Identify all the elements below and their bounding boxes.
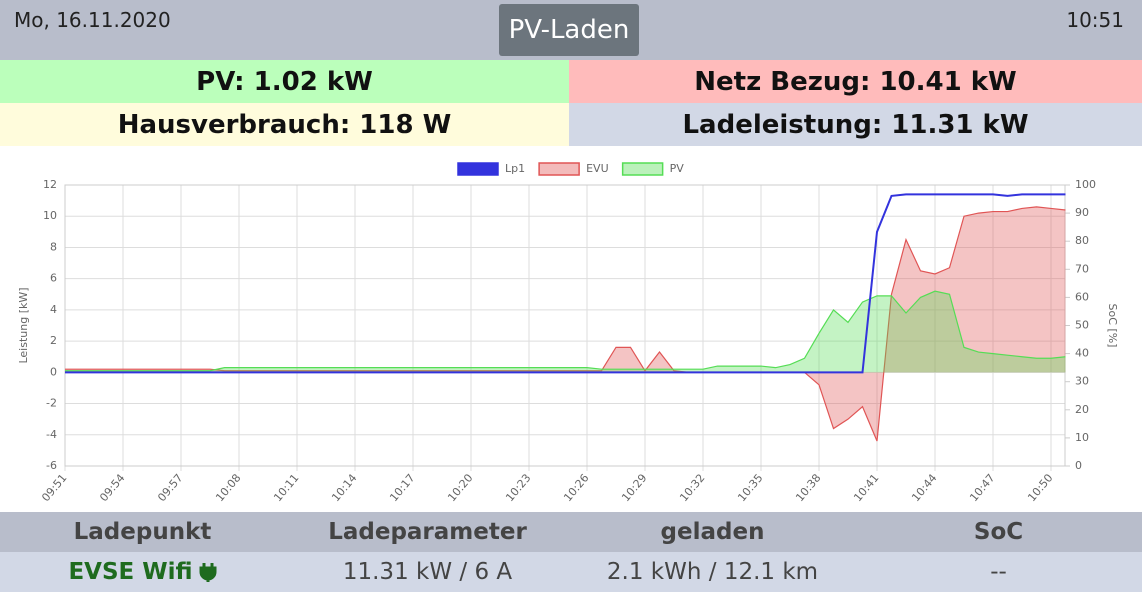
y2-tick-label: 10	[1075, 431, 1089, 444]
y2-tick-label: 60	[1075, 290, 1089, 303]
legend-label: PV	[670, 162, 685, 175]
chargepoint-name: EVSE Wifi	[68, 559, 193, 585]
y2-tick-label: 0	[1075, 459, 1082, 472]
y2-tick-label: 40	[1075, 347, 1089, 360]
y-tick-label: 4	[50, 303, 57, 316]
x-tick-label: 10:44	[909, 472, 939, 505]
time: 10:51	[1066, 8, 1124, 32]
x-tick-label: 10:23	[503, 472, 533, 505]
chart: -6 -4 -2 0 2 4 6 8 10 12 0 10 20 30 40 50 60 70 80 90 100 09:…	[17, 162, 1119, 505]
plot-border	[64, 184, 1066, 467]
y-axis-title: Leistung [kW]	[17, 287, 30, 363]
cell: --	[990, 559, 1007, 585]
x-tick-label: 10:47	[967, 472, 997, 505]
legend-swatch	[621, 162, 664, 176]
pv-power: PV: 1.02 kW	[0, 60, 569, 103]
x-tick-label: 10:29	[619, 472, 649, 505]
x-tick-label: 09:51	[39, 472, 69, 505]
y-tick-label: 0	[50, 365, 57, 378]
x-tick-label: 10:32	[677, 472, 707, 505]
cell: 2.1 kWh / 12.1 km	[606, 559, 819, 585]
house-power: Hausverbrauch: 118 W	[0, 103, 569, 146]
y-tick-label: 12	[43, 178, 57, 191]
y2-tick-label: 100	[1075, 178, 1096, 191]
y2-tick-label: 20	[1075, 403, 1089, 416]
y-tick-label: -6	[46, 459, 57, 472]
x-tick-label: 10:26	[561, 472, 591, 505]
table-row: EVSE Wifi 11.31 kW / 6 A 2.1 kWh / 12.1 …	[0, 552, 1142, 592]
area-fill	[65, 291, 1066, 373]
column-header: Ladepunkt	[73, 519, 212, 545]
y-tick-label: 6	[50, 272, 57, 285]
y-tick-label: -2	[46, 397, 57, 410]
legend-label: EVU	[586, 162, 609, 175]
series-line	[65, 206, 1066, 442]
y2-tick-label: 70	[1075, 262, 1089, 275]
y-tick-label: -4	[46, 428, 57, 441]
y2-tick-label: 50	[1075, 319, 1089, 332]
x-tick-label: 10:11	[271, 472, 301, 505]
x-tick-label: 10:41	[851, 472, 881, 505]
y-tick-label: 2	[50, 334, 57, 347]
series-line	[65, 290, 1066, 372]
x-tick-label: 10:20	[445, 472, 475, 505]
x-tick-label: 10:08	[213, 472, 243, 505]
y2-tick-label: 90	[1075, 206, 1089, 219]
legend-label: Lp1	[505, 162, 525, 175]
y2-tick-label: 80	[1075, 234, 1089, 247]
x-tick-label: 10:35	[735, 472, 765, 505]
y2-axis-title: SoC [%]	[1106, 304, 1119, 348]
x-tick-label: 10:38	[793, 472, 823, 505]
charge-power: Ladeleistung: 11.31 kW	[569, 103, 1142, 146]
table-header: Ladepunkt Ladeparameter geladen SoC	[0, 512, 1142, 552]
x-tick-label: 10:14	[329, 472, 359, 505]
x-tick-label: 09:54	[97, 472, 127, 505]
area-fill	[65, 206, 1066, 442]
x-tick-label: 10:50	[1025, 472, 1055, 505]
x-tick-label: 10:17	[387, 472, 417, 505]
chargepoint-cell[interactable]: EVSE Wifi	[0, 552, 285, 592]
legend-swatch	[538, 162, 580, 176]
column-header: SoC	[973, 519, 1024, 545]
x-tick-label: 09:57	[155, 472, 185, 505]
legend-swatch	[457, 162, 499, 176]
mode-button[interactable]: PV-Laden	[499, 4, 639, 56]
y2-tick-label: 30	[1075, 375, 1089, 388]
cell: 11.31 kW / 6 A	[342, 559, 513, 585]
y-tick-label: 8	[50, 240, 57, 253]
grid-power: Netz Bezug: 10.41 kW	[569, 60, 1142, 103]
column-header: geladen	[660, 519, 765, 545]
series-line	[65, 193, 1066, 374]
plug-icon	[199, 563, 217, 582]
date: Mo, 16.11.2020	[14, 8, 171, 32]
y-tick-label: 10	[43, 209, 57, 222]
column-header: Ladeparameter	[328, 519, 527, 545]
